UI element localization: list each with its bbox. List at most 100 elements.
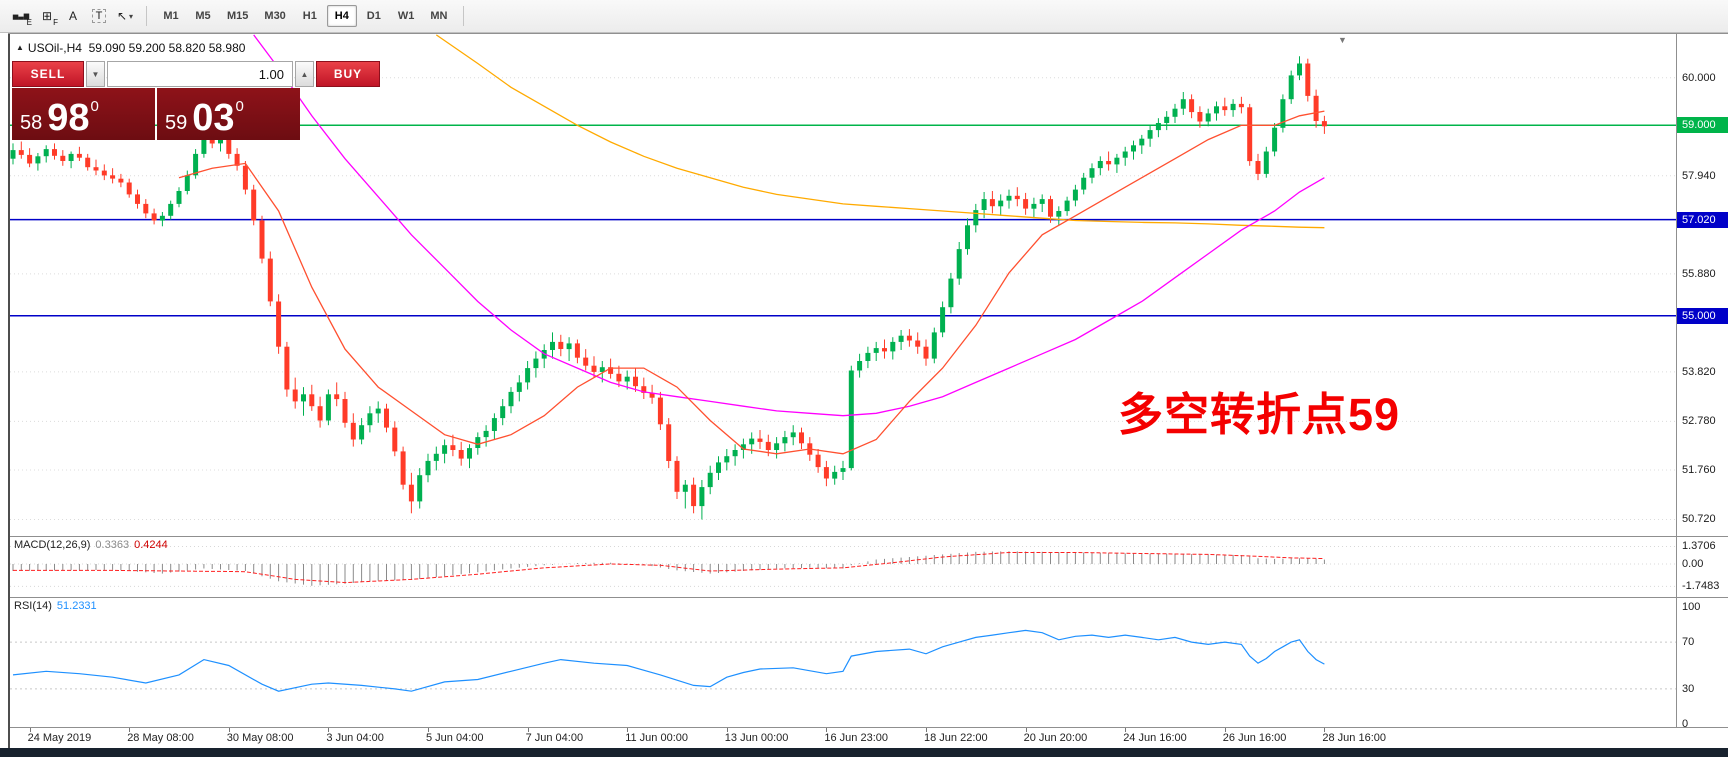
timeframe-mn[interactable]: MN: [430, 10, 448, 22]
time-tick: [228, 728, 230, 732]
chart-shift-marker-icon[interactable]: ▼: [1338, 35, 1347, 45]
time-axis-label: 3 Jun 04:00: [326, 732, 384, 744]
macd-label: MACD(12,26,9) 0.3363 0.4244: [14, 539, 168, 551]
time-axis-label: 26 Jun 16:00: [1222, 732, 1287, 744]
timeframe-m30[interactable]: M30: [264, 10, 286, 22]
timeframe-w1[interactable]: W1: [397, 10, 415, 22]
time-axis-label: 28 Jun 16:00: [1322, 732, 1387, 744]
ask-cents: 03: [192, 96, 235, 139]
ask-pipette: 0: [235, 98, 244, 115]
timeframe-h1[interactable]: H1: [302, 10, 317, 22]
time-axis-label: 28 May 08:00: [127, 732, 194, 744]
sell-button[interactable]: SELL: [12, 61, 84, 87]
time-axis-label: 11 Jun 00:00: [625, 732, 688, 744]
symbol-name: USOil-,H4: [27, 41, 82, 55]
time-axis-label: 7 Jun 04:00: [525, 732, 584, 744]
arrow-objects-tool[interactable]: ↖ ▾: [116, 9, 134, 23]
rsi-axis-label: 30: [1682, 682, 1695, 695]
chevron-down-icon: ▼: [91, 69, 100, 79]
macd-name: MACD(12,26,9): [14, 539, 91, 551]
chart-bars-tool-sub: E: [26, 18, 32, 27]
timeframe-m1[interactable]: M1: [163, 10, 179, 22]
price-line-tag: 57.020: [1677, 211, 1728, 228]
bid-price-panel[interactable]: 58 98 0: [12, 88, 155, 140]
rsi-name: RSI(14): [14, 600, 52, 612]
macd-axis-label: -1.7483: [1682, 580, 1720, 593]
symbol-marker-icon: ▲: [16, 43, 24, 52]
rsi-label: RSI(14) 51.2331: [14, 600, 97, 612]
macd-axis-label: 0.00: [1682, 558, 1704, 570]
price-axis-label: 51.760: [1682, 463, 1716, 476]
rsi-axis-label: 0: [1682, 718, 1689, 730]
time-axis[interactable]: [8, 727, 1728, 748]
time-tick: [1025, 728, 1027, 732]
time-axis-label: 13 Jun 00:00: [724, 732, 789, 744]
time-tick: [726, 728, 728, 732]
chart-text-annotation[interactable]: 多空转折点59: [1118, 389, 1401, 440]
price-axis-border: [1676, 33, 1677, 727]
price-axis-label: 52.780: [1682, 415, 1716, 428]
price-axis-label: 50.720: [1682, 513, 1716, 526]
price-axis-label: 60.000: [1682, 71, 1716, 84]
timeframe-group: M1 M5 M15 M30 H1 H4 D1 W1 MN: [155, 5, 455, 27]
rsi-axis-label: 100: [1682, 601, 1701, 613]
macd-main-value: 0.3363: [95, 539, 130, 551]
bid-cents: 98: [47, 96, 90, 139]
grid-tool[interactable]: ⊞ F: [41, 9, 58, 27]
bid-pipette: 0: [90, 98, 99, 115]
rsi-chart[interactable]: [10, 598, 1676, 727]
price-line-tag: 55.000: [1677, 307, 1728, 324]
chevron-down-icon: ▾: [129, 11, 134, 21]
time-axis-label: 5 Jun 04:00: [426, 732, 484, 744]
time-axis-label: 20 Jun 20:00: [1023, 732, 1088, 744]
price-axis-label: 53.820: [1682, 365, 1716, 378]
price-axis-label: 57.940: [1682, 169, 1716, 182]
time-tick: [428, 728, 429, 732]
tool-icons: ▅▃▆ E ⊞ F A T ↖ ▾: [8, 4, 138, 28]
time-tick: [29, 728, 31, 732]
time-axis-label: 16 Jun 23:00: [824, 732, 889, 744]
timeframe-h4[interactable]: H4: [326, 5, 357, 27]
time-axis-label: 30 May 08:00: [226, 732, 294, 744]
time-tick: [527, 728, 529, 732]
macd-signal-value: 0.4244: [134, 539, 168, 551]
rsi-panel-splitter[interactable]: [8, 597, 1728, 598]
time-tick: [627, 728, 629, 732]
rsi-axis-label: 70: [1682, 636, 1695, 649]
chart-bars-tool[interactable]: ▅▃▆ E: [12, 13, 32, 27]
toolbar: ▅▃▆ E ⊞ F A T ↖ ▾ M1 M5 M15 M30 H1 H4 D1 W1 MN: [0, 0, 1728, 33]
chevron-up-icon: ▲: [300, 69, 309, 79]
volume-dropdown-button[interactable]: ▼: [86, 61, 105, 87]
price-line-tag: 59.000: [1677, 117, 1728, 134]
price-axis-label: 55.880: [1682, 267, 1716, 280]
ask-price-panel[interactable]: 59 03 0: [157, 88, 300, 140]
toolbar-separator: [463, 6, 465, 26]
time-tick: [926, 728, 927, 732]
timeframe-m5[interactable]: M5: [195, 10, 211, 22]
time-tick: [328, 728, 330, 732]
toolbar-separator: [146, 6, 147, 26]
taskbar-edge: [0, 748, 1728, 757]
time-tick: [826, 728, 828, 732]
buy-button[interactable]: BUY: [316, 61, 380, 87]
ask-integer: 59: [165, 112, 188, 134]
text-label-tool[interactable]: A: [68, 9, 77, 23]
timeframe-d1[interactable]: D1: [366, 10, 381, 22]
text-box-tool[interactable]: T: [86, 4, 112, 28]
symbol-ohlc-label: ▲ USOil-,H4 59.090 59.200 58.820 58.980: [16, 41, 245, 55]
rsi-value: 51.2331: [56, 600, 97, 612]
grid-tool-sub: F: [53, 18, 58, 27]
time-axis-label: 24 Jun 16:00: [1123, 732, 1187, 744]
macd-panel-splitter[interactable]: [8, 536, 1728, 537]
chart-left-border: [8, 33, 10, 748]
time-axis-label: 18 Jun 22:00: [924, 732, 988, 744]
time-tick: [1324, 728, 1326, 732]
timeframe-m15[interactable]: M15: [227, 10, 249, 22]
volume-up-button[interactable]: ▲: [295, 61, 314, 87]
volume-input[interactable]: [107, 61, 293, 87]
price-chart[interactable]: [10, 33, 1676, 536]
macd-chart[interactable]: [10, 537, 1676, 596]
bid-integer: 58: [20, 112, 43, 134]
time-tick: [1224, 728, 1226, 732]
ohlc-values: 59.090 59.200 58.820 58.980: [88, 41, 246, 55]
